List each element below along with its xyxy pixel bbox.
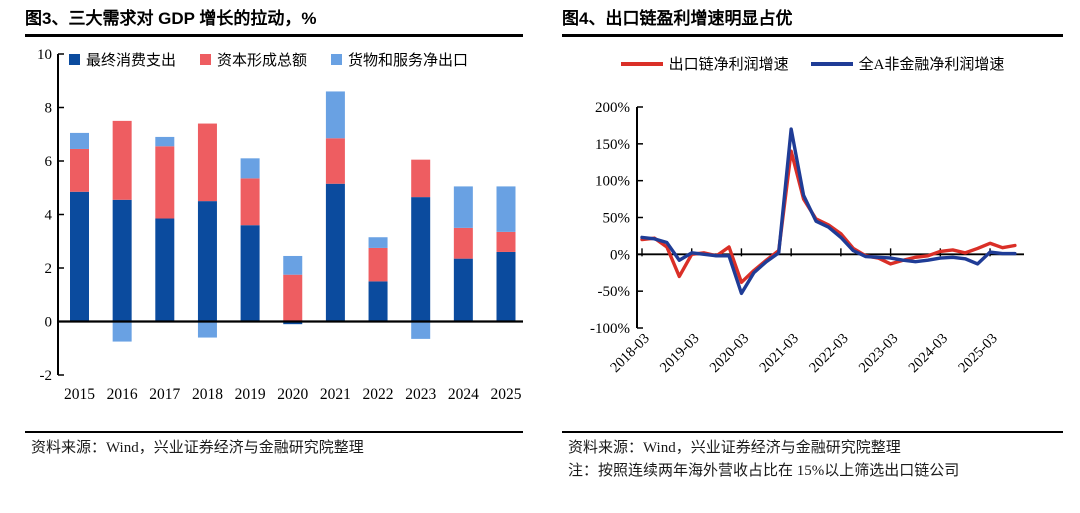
svg-text:2: 2 (45, 261, 53, 277)
svg-text:2022: 2022 (363, 386, 394, 403)
svg-text:2025: 2025 (491, 386, 522, 403)
svg-text:2023-03: 2023-03 (856, 331, 901, 376)
consumption-swatch (69, 54, 80, 65)
svg-text:100%: 100% (595, 174, 630, 190)
svg-text:2015: 2015 (64, 386, 95, 403)
gdp-bar-chart: 10 8 6 4 2 0 -2 2015 2016 2017 2018 2019 2020 2021 202… (37, 47, 523, 403)
legend-item-capital-formation: 资本形成总额 (200, 49, 307, 70)
svg-text:2024-03: 2024-03 (906, 331, 951, 376)
svg-text:2022-03: 2022-03 (806, 331, 851, 376)
svg-text:10: 10 (37, 47, 52, 63)
legend-item-export-chain: 出口链净利润增速 (620, 53, 789, 74)
figure3-title: 图3、三大需求对 GDP 增长的拉动，% (25, 9, 317, 28)
figure3-chart-area: 最终消费支出 资本形成总额 货物和服务净出口 10 8 6 4 2 0 -2 2015 2016… (25, 37, 523, 429)
svg-text:4: 4 (45, 208, 53, 224)
figure3-panel: 图3、三大需求对 GDP 增长的拉动，% 最终消费支出 资本形成总额 货物和服务… (25, 8, 523, 460)
svg-text:2023: 2023 (405, 386, 436, 403)
legend-item-net-exports: 货物和服务净出口 (331, 49, 468, 70)
figure4-title: 图4、出口链盈利增速明显占优 (562, 9, 793, 28)
svg-text:2017: 2017 (149, 386, 180, 403)
all-a-nonfinancial-label: 全A非金融净利润增速 (858, 57, 1005, 73)
figure4-legend: 出口链净利润增速 全A非金融净利润增速 (562, 53, 1063, 74)
svg-text:50%: 50% (603, 211, 631, 227)
capital-formation-label: 资本形成总额 (217, 53, 308, 69)
figure3-source-line: 资料来源：Wind，兴业证券经济与金融研究院整理 (31, 440, 364, 456)
figure4-note-line: 注：按照连续两年海外营收占比在 15%以上筛选出口链公司 (568, 463, 960, 479)
all-a-nonfinancial-swatch (810, 61, 853, 66)
figure4-panel: 图4、出口链盈利增速明显占优 出口链净利润增速 全A非金融净利润增速 200% 1… (562, 8, 1063, 483)
figure4-chart-area: 出口链净利润增速 全A非金融净利润增速 200% 150% 100% 50% 0% -50… (562, 37, 1063, 429)
svg-text:0%: 0% (610, 247, 630, 263)
svg-text:2025-03: 2025-03 (955, 331, 1000, 376)
svg-text:-50%: -50% (598, 284, 631, 300)
svg-text:2018: 2018 (192, 386, 223, 403)
capital-formation-swatch (200, 54, 212, 65)
net-exports-label: 货物和服务净出口 (348, 53, 469, 69)
svg-text:2019: 2019 (235, 386, 266, 403)
svg-text:2021-03: 2021-03 (756, 331, 801, 376)
svg-text:-100%: -100% (590, 321, 630, 337)
figure3-source: 资料来源：Wind，兴业证券经济与金融研究院整理 (25, 433, 523, 460)
svg-text:2018-03: 2018-03 (607, 331, 652, 376)
svg-text:2016: 2016 (107, 386, 138, 403)
svg-text:2021: 2021 (320, 386, 351, 403)
svg-text:-2: -2 (40, 368, 53, 384)
figure4-source-line: 资料来源：Wind，兴业证券经济与金融研究院整理 (568, 440, 901, 456)
figure3-source-rule (25, 431, 523, 433)
figure4-title-rule (562, 34, 1063, 37)
legend-item-all-a-nonfinancial: 全A非金融净利润增速 (810, 53, 1005, 74)
export-chain-label: 出口链净利润增速 (668, 57, 789, 73)
net-exports-swatch (331, 54, 343, 65)
figure4-source: 资料来源：Wind，兴业证券经济与金融研究院整理 注：按照连续两年海外营收占比在… (562, 433, 1063, 483)
svg-text:2019-03: 2019-03 (657, 331, 702, 376)
svg-text:150%: 150% (595, 137, 630, 153)
svg-text:8: 8 (45, 101, 53, 117)
profit-growth-line-chart: 200% 150% 100% 50% 0% -50% -100%2018-03 2019-03… (590, 100, 1024, 376)
svg-text:0: 0 (45, 315, 53, 331)
figure3-title-rule (25, 34, 523, 37)
figure3-legend: 最终消费支出 资本形成总额 货物和服务净出口 (69, 49, 468, 70)
svg-text:2024: 2024 (448, 386, 479, 403)
legend-item-consumption: 最终消费支出 (69, 49, 176, 70)
figure4-source-rule (562, 431, 1063, 433)
svg-text:6: 6 (45, 154, 53, 170)
consumption-label: 最终消费支出 (86, 53, 177, 69)
svg-text:200%: 200% (595, 100, 630, 116)
export-chain-swatch (620, 61, 663, 66)
svg-text:2020-03: 2020-03 (707, 331, 752, 376)
svg-text:2020: 2020 (277, 386, 308, 403)
